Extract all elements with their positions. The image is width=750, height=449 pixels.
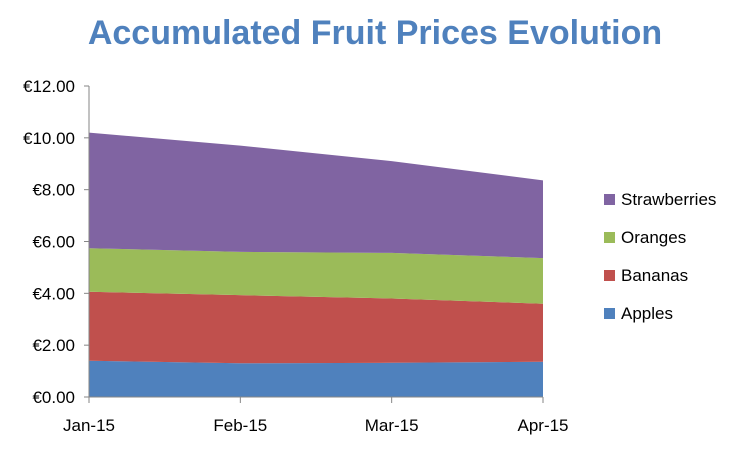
legend-swatch-oranges (604, 232, 615, 243)
x-tick-label: Mar-15 (365, 416, 419, 435)
legend-swatch-bananas (604, 270, 615, 281)
legend-swatch-apples (604, 308, 615, 319)
legend-label-apples: Apples (621, 304, 673, 323)
y-tick-label: €2.00 (32, 336, 75, 355)
area-strawberries (89, 132, 543, 259)
legend-label-bananas: Bananas (621, 266, 688, 285)
y-tick-label: €4.00 (32, 284, 75, 303)
area-apples (89, 360, 543, 397)
legend-label-oranges: Oranges (621, 228, 686, 247)
x-tick-label: Apr-15 (517, 416, 568, 435)
y-tick-label: €12.00 (23, 77, 75, 96)
y-tick-label: €10.00 (23, 129, 75, 148)
y-tick-label: €0.00 (32, 388, 75, 407)
x-tick-label: Feb-15 (213, 416, 267, 435)
chart-title: Accumulated Fruit Prices Evolution (87, 14, 663, 52)
area-bananas (89, 291, 543, 364)
legend-label-strawberries: Strawberries (621, 190, 716, 209)
area-oranges (89, 248, 543, 304)
y-tick-label: €6.00 (32, 233, 75, 252)
y-tick-label: €8.00 (32, 181, 75, 200)
x-tick-label: Jan-15 (63, 416, 115, 435)
legend-swatch-strawberries (604, 194, 615, 205)
